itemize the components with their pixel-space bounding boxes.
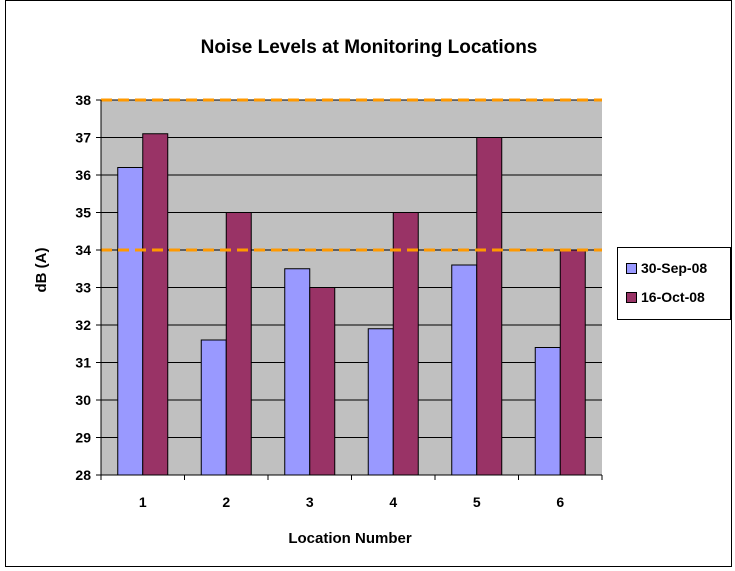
legend-label: 16-Oct-08 (641, 289, 705, 305)
y-tick-label: 30 (75, 392, 91, 408)
y-tick-label: 38 (75, 92, 91, 108)
bar-series2-loc4 (392, 212, 419, 476)
y-axis-title: dB (A) (33, 248, 50, 293)
x-tick-labels: 1 2 3 4 5 6 (139, 494, 565, 510)
legend-item: 16-Oct-08 (626, 288, 705, 306)
legend-swatch (626, 262, 637, 274)
legend-swatch (626, 291, 637, 303)
legend-label: 30-Sep-08 (641, 260, 708, 276)
x-axis-title: Location Number (288, 530, 412, 547)
gridlines (101, 99, 602, 476)
y-tick-label: 32 (75, 317, 91, 333)
chart-title: Noise Levels at Monitoring Locations (201, 37, 538, 58)
x-tick-label: 3 (306, 494, 314, 510)
bar-series2-loc2 (225, 212, 252, 476)
bar-series2-loc1 (142, 133, 169, 476)
x-tick-label: 5 (473, 494, 481, 510)
y-tick-label: 37 (75, 130, 91, 146)
y-tick-label: 35 (75, 205, 91, 221)
x-tick-label: 1 (139, 494, 147, 510)
y-tick-label: 33 (75, 280, 91, 296)
bar-series2-loc3 (309, 287, 336, 476)
y-tick-label: 29 (75, 430, 91, 446)
y-tick-label: 31 (75, 355, 91, 371)
y-tick-label: 34 (75, 242, 91, 258)
legend-item: 30-Sep-08 (626, 259, 707, 277)
legend: 30-Sep-08 16-Oct-08 (617, 247, 731, 320)
reference-lines (101, 98, 602, 252)
bar-series1-loc6 (534, 347, 561, 476)
y-tick-labels: 28 29 30 31 32 33 34 35 36 37 38 (75, 92, 91, 483)
y-tick-label: 28 (75, 467, 91, 483)
bar-series1-loc4 (367, 328, 394, 476)
bar-series1-loc3 (284, 268, 311, 476)
x-tick-label: 4 (389, 494, 397, 510)
axes (96, 99, 603, 480)
bar-series2-loc6 (559, 249, 586, 476)
x-tick-label: 2 (222, 494, 230, 510)
y-tick-label: 36 (75, 167, 91, 183)
x-tick-label: 6 (556, 494, 564, 510)
bar-series1-loc1 (117, 167, 144, 476)
bar-series1-loc2 (200, 339, 227, 476)
bar-series1-loc5 (451, 264, 478, 476)
bar-series2-loc5 (476, 137, 503, 476)
bars (117, 133, 586, 476)
